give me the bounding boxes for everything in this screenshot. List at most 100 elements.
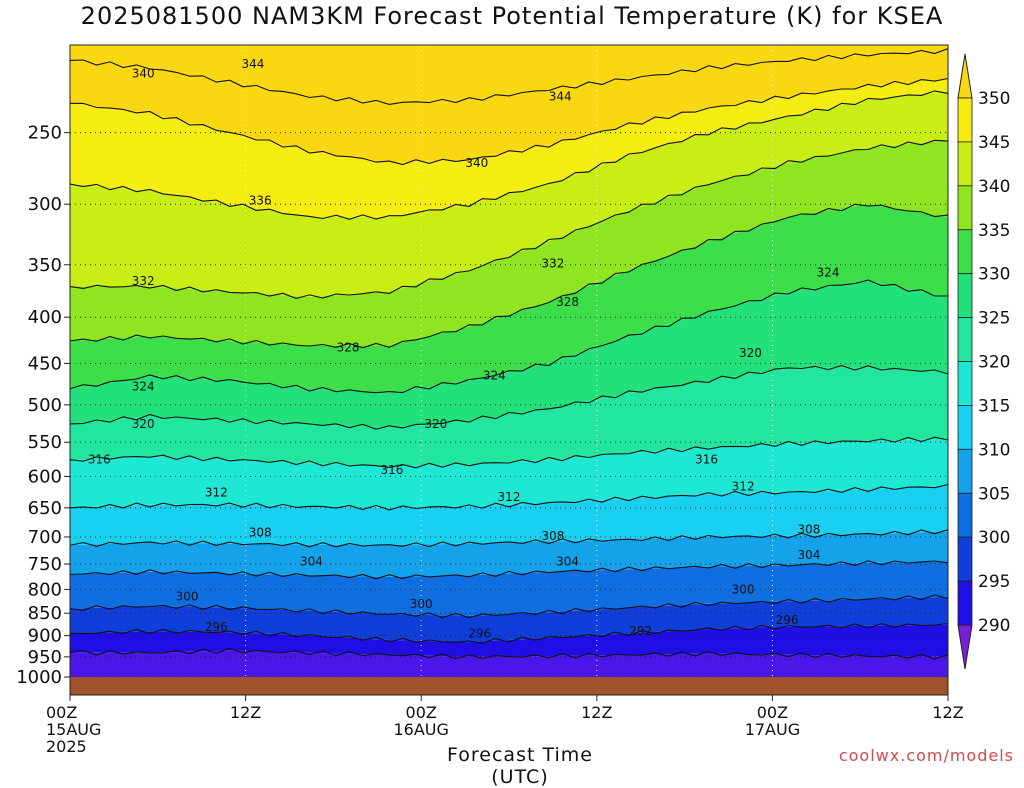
contour-label-320: 320 (132, 417, 155, 431)
y-tick-label-550: 550 (28, 432, 62, 453)
contour-label-320: 320 (739, 346, 762, 360)
contour-label-300: 300 (176, 590, 199, 604)
field-band-340 (70, 50, 948, 163)
contour-label-296: 296 (776, 613, 799, 627)
contour-label-340: 340 (132, 66, 155, 80)
contour-336 (70, 90, 948, 220)
x-axis-label: Forecast Time (UTC) (447, 744, 593, 788)
contour-label-340: 340 (465, 156, 488, 170)
field-band-296 (70, 596, 948, 643)
contour-340 (70, 77, 948, 166)
contour-label-304: 304 (798, 548, 821, 562)
field-band-292 (70, 624, 948, 657)
field-band-highest (70, 45, 948, 104)
contour-344 (70, 48, 948, 105)
field-band-316 (70, 367, 948, 467)
y-tick-label-300: 300 (28, 194, 62, 215)
colorbar-extend-min (957, 624, 973, 670)
colorbar-swatch (957, 536, 973, 582)
contour-label-316: 316 (380, 463, 403, 477)
colorbar-swatch (957, 97, 973, 143)
field-band-336 (70, 78, 948, 218)
x-tick-label: 2025 (46, 737, 87, 756)
y-tick-label-950: 950 (28, 647, 62, 668)
y-tick-label-600: 600 (28, 466, 62, 487)
contour-label-320: 320 (424, 417, 447, 431)
colorbar-extend-max (957, 53, 973, 99)
contour-label-328: 328 (556, 295, 579, 309)
y-tick-label-700: 700 (28, 527, 62, 548)
contour-label-332: 332 (541, 257, 564, 271)
colorbar-label-340: 340 (978, 177, 1010, 197)
contour-320 (70, 365, 948, 430)
y-tick-label-450: 450 (28, 353, 62, 374)
contour-label-304: 304 (556, 554, 579, 568)
field-band-328 (70, 140, 948, 346)
x-tick-label: 00Z (757, 703, 788, 722)
y-tick-label-800: 800 (28, 579, 62, 600)
colorbar-label-350: 350 (978, 89, 1010, 109)
contour-label-300: 300 (410, 597, 433, 611)
contour-label-296: 296 (468, 626, 491, 640)
y-tick-label-350: 350 (28, 255, 62, 276)
contour-label-324: 324 (132, 379, 155, 393)
contour-label-308: 308 (249, 525, 272, 539)
x-tick-label: 12Z (581, 703, 612, 722)
y-tick-label-1000: 1000 (16, 667, 62, 688)
contour-label-312: 312 (205, 485, 228, 499)
contour-label-344: 344 (241, 57, 264, 71)
contour-324 (70, 279, 948, 394)
contour-label-332: 332 (132, 274, 155, 288)
colorbar-swatch (957, 141, 973, 187)
y-tick-label-650: 650 (28, 498, 62, 519)
contour-label-308: 308 (541, 529, 564, 543)
colorbar-swatch (957, 448, 973, 494)
colorbar-swatch (957, 405, 973, 450)
colorbar-swatch (957, 229, 973, 275)
contour-292 (70, 648, 948, 660)
contour-label-336: 336 (249, 193, 272, 207)
chart-title: 2025081500 NAM3KM Forecast Potential Tem… (80, 2, 944, 30)
chart-plot: 340 344 344 340 336 332 332 324 328 328 320 324 324 3… (16, 44, 1010, 756)
colorbar-label-315: 315 (978, 396, 1010, 416)
contour-label-296: 296 (205, 620, 228, 634)
contour-label-304: 304 (300, 554, 323, 568)
contour-300 (70, 594, 948, 619)
colorbar-swatch (957, 492, 973, 538)
ground-band (70, 677, 948, 695)
field-band-304 (70, 531, 948, 577)
plot-frame (69, 44, 949, 696)
colorbar-label-330: 330 (978, 265, 1010, 285)
colorbar-label-290: 290 (978, 616, 1010, 636)
contour-328 (70, 203, 948, 349)
colorbar-swatch (957, 580, 973, 626)
contour-labels: 340 344 344 340 336 332 332 324 328 328 320 324 324 3… (88, 57, 840, 640)
contour-label-300: 300 (732, 582, 755, 596)
contour-label-324: 324 (483, 368, 506, 382)
contour-label-312: 312 (732, 480, 755, 494)
source-credit: coolwx.com/models (838, 746, 1014, 765)
contour-lines (70, 48, 948, 660)
y-tick-label-850: 850 (28, 603, 62, 624)
y-axis: 2503003504004505005506006507007508008509… (16, 123, 70, 688)
x-tick-label: 16AUG (393, 720, 448, 739)
field-band-lowest (70, 650, 948, 677)
contour-label-292: 292 (629, 624, 652, 638)
field-band-320 (70, 281, 948, 428)
colorbar-swatch (957, 273, 973, 318)
colorbar-label-310: 310 (978, 440, 1010, 460)
colorbar-label-320: 320 (978, 353, 1010, 373)
x-tick-label: 15AUG (46, 720, 101, 739)
contour-label-308: 308 (798, 523, 821, 537)
colorbar-label-300: 300 (978, 528, 1010, 548)
contour-label-328: 328 (337, 340, 360, 354)
contour-label-316: 316 (88, 453, 111, 467)
colorbar-swatch (957, 361, 973, 406)
x-tick-label: 12Z (932, 703, 963, 722)
colorbar-swatch (957, 317, 973, 362)
x-tick-label: 12Z (230, 703, 261, 722)
temperature-field (70, 45, 948, 677)
field-band-332 (70, 91, 948, 297)
contour-label-312: 312 (498, 490, 521, 504)
